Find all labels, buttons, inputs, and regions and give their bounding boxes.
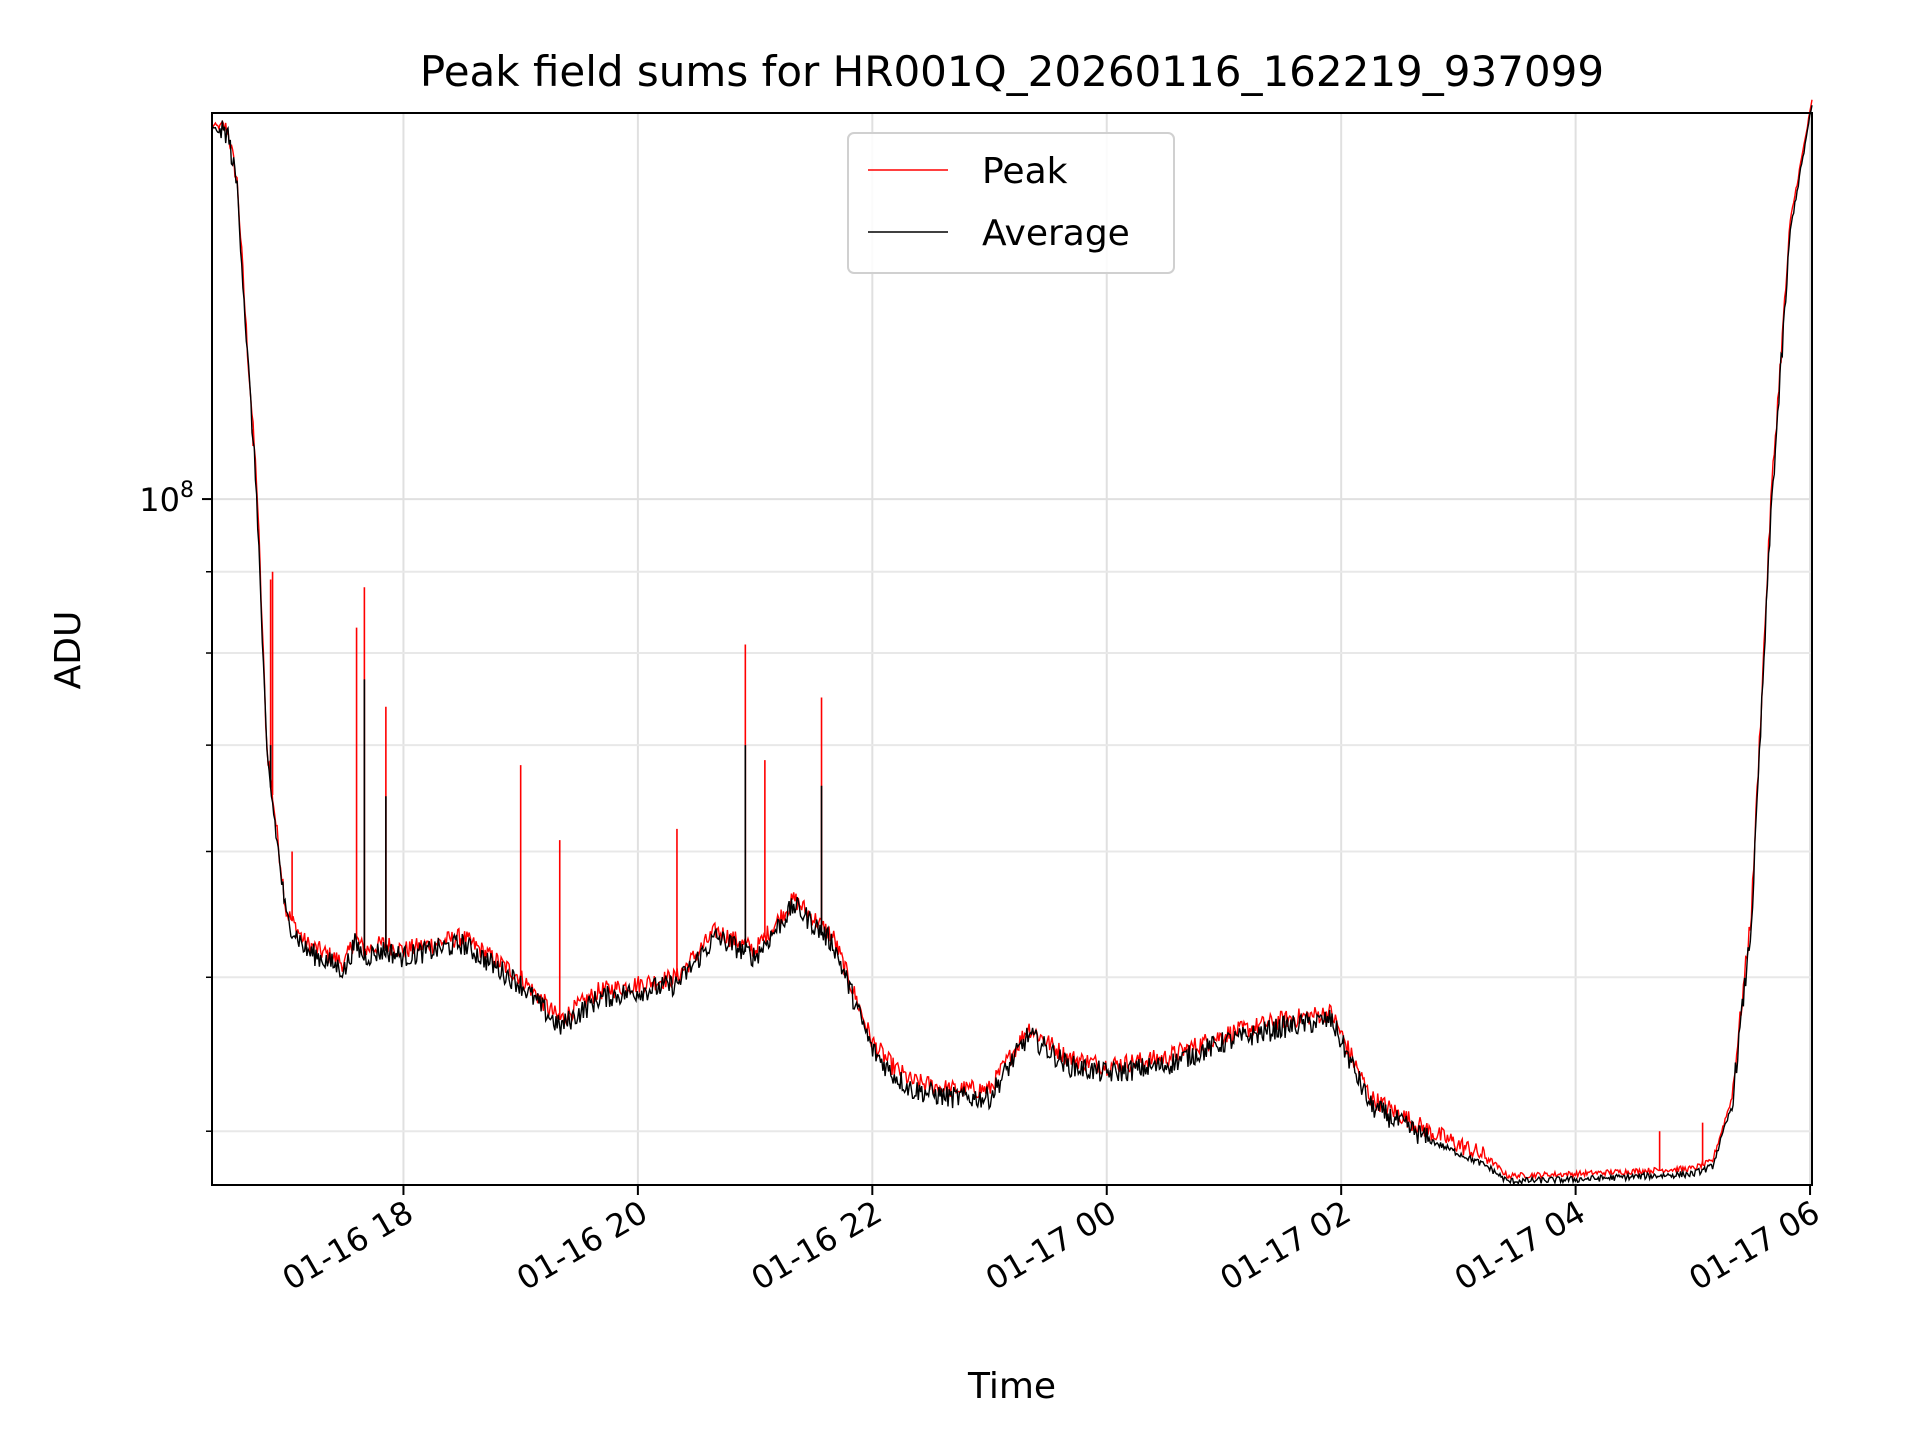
y-tick-label: 108 — [139, 478, 194, 519]
legend-label-peak: Peak — [982, 151, 1068, 192]
x-tick-label: 01-16 22 — [745, 1193, 889, 1298]
chart-title: Peak field sums for HR001Q_20260116_1622… — [420, 47, 1604, 96]
series-layer — [211, 99, 1813, 1186]
legend: Peak Average — [847, 132, 1175, 274]
x-tick-label: 01-16 18 — [276, 1193, 420, 1298]
series-line-peak — [211, 99, 1813, 1180]
y-axis-label: ADU — [48, 611, 89, 690]
x-tick-label: 01-16 20 — [510, 1193, 654, 1298]
x-axis-label: Time — [967, 1366, 1056, 1407]
series-line-average — [211, 105, 1813, 1186]
x-tick-label: 01-17 04 — [1448, 1193, 1592, 1298]
x-tick-label: 01-17 06 — [1682, 1193, 1826, 1298]
x-tick-label: 01-17 02 — [1214, 1193, 1358, 1298]
legend-label-average: Average — [982, 213, 1130, 254]
plot-frame — [211, 112, 1813, 1186]
x-tick-label: 01-17 00 — [979, 1193, 1123, 1298]
legend-box — [847, 132, 1175, 274]
grid — [212, 113, 1812, 1185]
